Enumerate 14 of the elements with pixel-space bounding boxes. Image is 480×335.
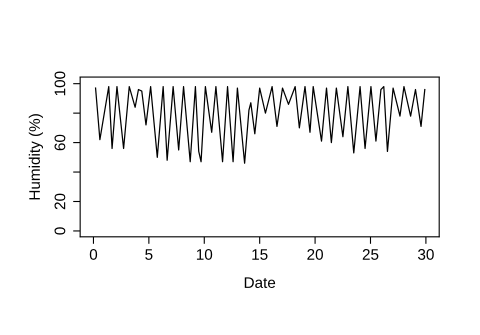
y-tick-label: 60 [54, 134, 66, 150]
x-tick-label: 0 [90, 249, 98, 260]
line-series [94, 86, 426, 164]
y-tick-label: 0 [54, 227, 66, 235]
x-tick-label: 10 [196, 249, 212, 260]
x-tick-label: 15 [252, 249, 268, 260]
y-tick-label: 100 [54, 72, 66, 96]
x-axis-title: Date [244, 277, 276, 288]
x-tick-label: 5 [145, 249, 152, 260]
x-tick-label: 30 [418, 249, 434, 260]
y-tick-label: 20 [54, 194, 66, 210]
y-axis-title: Humidity (%) [28, 114, 43, 200]
x-tick-label: 20 [307, 249, 323, 260]
x-tick-label: 25 [362, 249, 378, 260]
